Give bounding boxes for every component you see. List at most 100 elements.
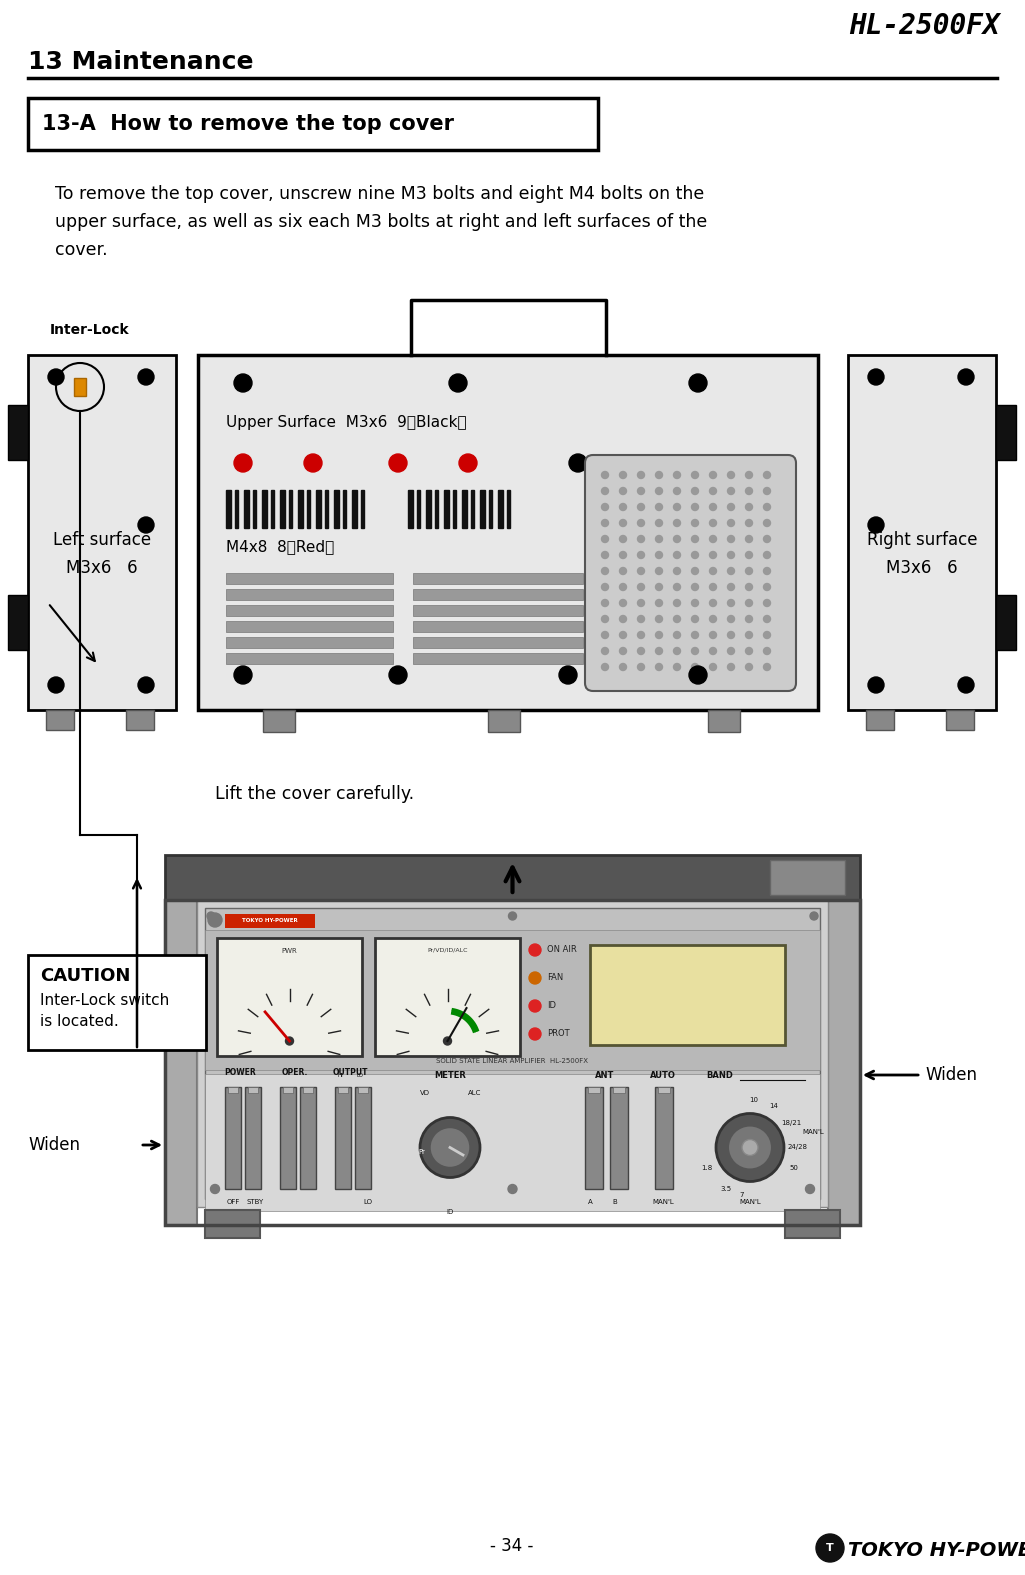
Circle shape [459, 454, 477, 472]
Text: M4x8  8（Red）: M4x8 8（Red） [226, 539, 334, 554]
Circle shape [692, 520, 698, 526]
Circle shape [745, 567, 752, 575]
Bar [507, 490, 510, 528]
Circle shape [673, 663, 681, 671]
Circle shape [745, 632, 752, 638]
Bar [226, 490, 231, 528]
Text: LO: LO [357, 1073, 364, 1077]
Bar [444, 490, 449, 528]
Text: 13-A  How to remove the top cover: 13-A How to remove the top cover [42, 113, 454, 134]
Bar [226, 636, 393, 647]
Bar [198, 354, 818, 710]
Circle shape [508, 1184, 517, 1194]
Text: ON AIR: ON AIR [547, 945, 577, 954]
Circle shape [728, 616, 735, 622]
Bar [244, 490, 249, 528]
Circle shape [728, 471, 735, 479]
Circle shape [745, 471, 752, 479]
Text: 10: 10 [749, 1096, 758, 1102]
Circle shape [656, 632, 662, 638]
Circle shape [673, 536, 681, 542]
Bar [426, 490, 430, 528]
Bar [271, 490, 274, 528]
Circle shape [868, 517, 884, 532]
Circle shape [764, 551, 771, 559]
Bar [848, 354, 996, 710]
Bar [708, 710, 740, 732]
Circle shape [602, 567, 609, 575]
Circle shape [689, 666, 707, 684]
Bar [498, 490, 503, 528]
Circle shape [764, 536, 771, 542]
Bar [770, 860, 845, 895]
Circle shape [529, 972, 541, 984]
Text: M3x6   6: M3x6 6 [67, 559, 137, 576]
Bar [8, 595, 28, 650]
Bar [165, 899, 860, 1225]
Bar [226, 573, 393, 584]
Bar [785, 1210, 840, 1238]
Text: B: B [613, 1199, 617, 1205]
Bar [946, 710, 974, 729]
Circle shape [602, 583, 609, 591]
Text: CAUTION: CAUTION [40, 967, 130, 984]
Circle shape [692, 616, 698, 622]
Text: M3x6   6: M3x6 6 [887, 559, 957, 576]
Bar [343, 490, 346, 528]
Circle shape [728, 520, 735, 526]
Circle shape [638, 536, 645, 542]
Bar [453, 490, 456, 528]
Bar [866, 710, 894, 729]
Text: MAN'L: MAN'L [802, 1129, 824, 1136]
Bar [996, 405, 1016, 460]
Bar [585, 1087, 603, 1189]
Circle shape [806, 1184, 815, 1194]
Text: Pr: Pr [418, 1150, 425, 1156]
Circle shape [764, 488, 771, 495]
Circle shape [208, 913, 222, 928]
Bar [226, 654, 393, 665]
Circle shape [638, 504, 645, 510]
Text: ALC: ALC [468, 1090, 482, 1096]
Circle shape [673, 551, 681, 559]
Bar [300, 1087, 316, 1189]
Circle shape [529, 1000, 541, 1013]
Circle shape [958, 677, 974, 693]
Text: A: A [587, 1199, 592, 1205]
Circle shape [602, 504, 609, 510]
FancyBboxPatch shape [585, 455, 796, 691]
Bar [413, 621, 583, 632]
Text: 13 Maintenance: 13 Maintenance [28, 50, 253, 74]
Circle shape [619, 567, 626, 575]
Circle shape [48, 369, 64, 384]
Bar [610, 1087, 628, 1189]
Circle shape [709, 536, 716, 542]
Bar [197, 899, 828, 1206]
Circle shape [304, 454, 322, 472]
Text: AUTO: AUTO [650, 1071, 675, 1080]
Circle shape [602, 632, 609, 638]
Circle shape [138, 517, 154, 532]
Text: Inter-Lock: Inter-Lock [50, 323, 129, 337]
Circle shape [728, 583, 735, 591]
Circle shape [728, 567, 735, 575]
Circle shape [48, 677, 64, 693]
Text: T: T [826, 1544, 834, 1553]
Bar [28, 98, 598, 150]
Text: Right surface: Right surface [867, 531, 977, 548]
Bar [298, 490, 303, 528]
Circle shape [619, 632, 626, 638]
Circle shape [638, 520, 645, 526]
Text: ID: ID [446, 1210, 454, 1214]
Text: PWR: PWR [282, 948, 297, 954]
Circle shape [709, 551, 716, 559]
Circle shape [728, 600, 735, 606]
Circle shape [138, 369, 154, 384]
Text: HL-2500FX: HL-2500FX [850, 13, 1000, 39]
Circle shape [745, 551, 752, 559]
Circle shape [602, 551, 609, 559]
Bar [489, 490, 492, 528]
Bar [417, 490, 420, 528]
Text: 3.5: 3.5 [721, 1186, 732, 1192]
Circle shape [619, 520, 626, 526]
